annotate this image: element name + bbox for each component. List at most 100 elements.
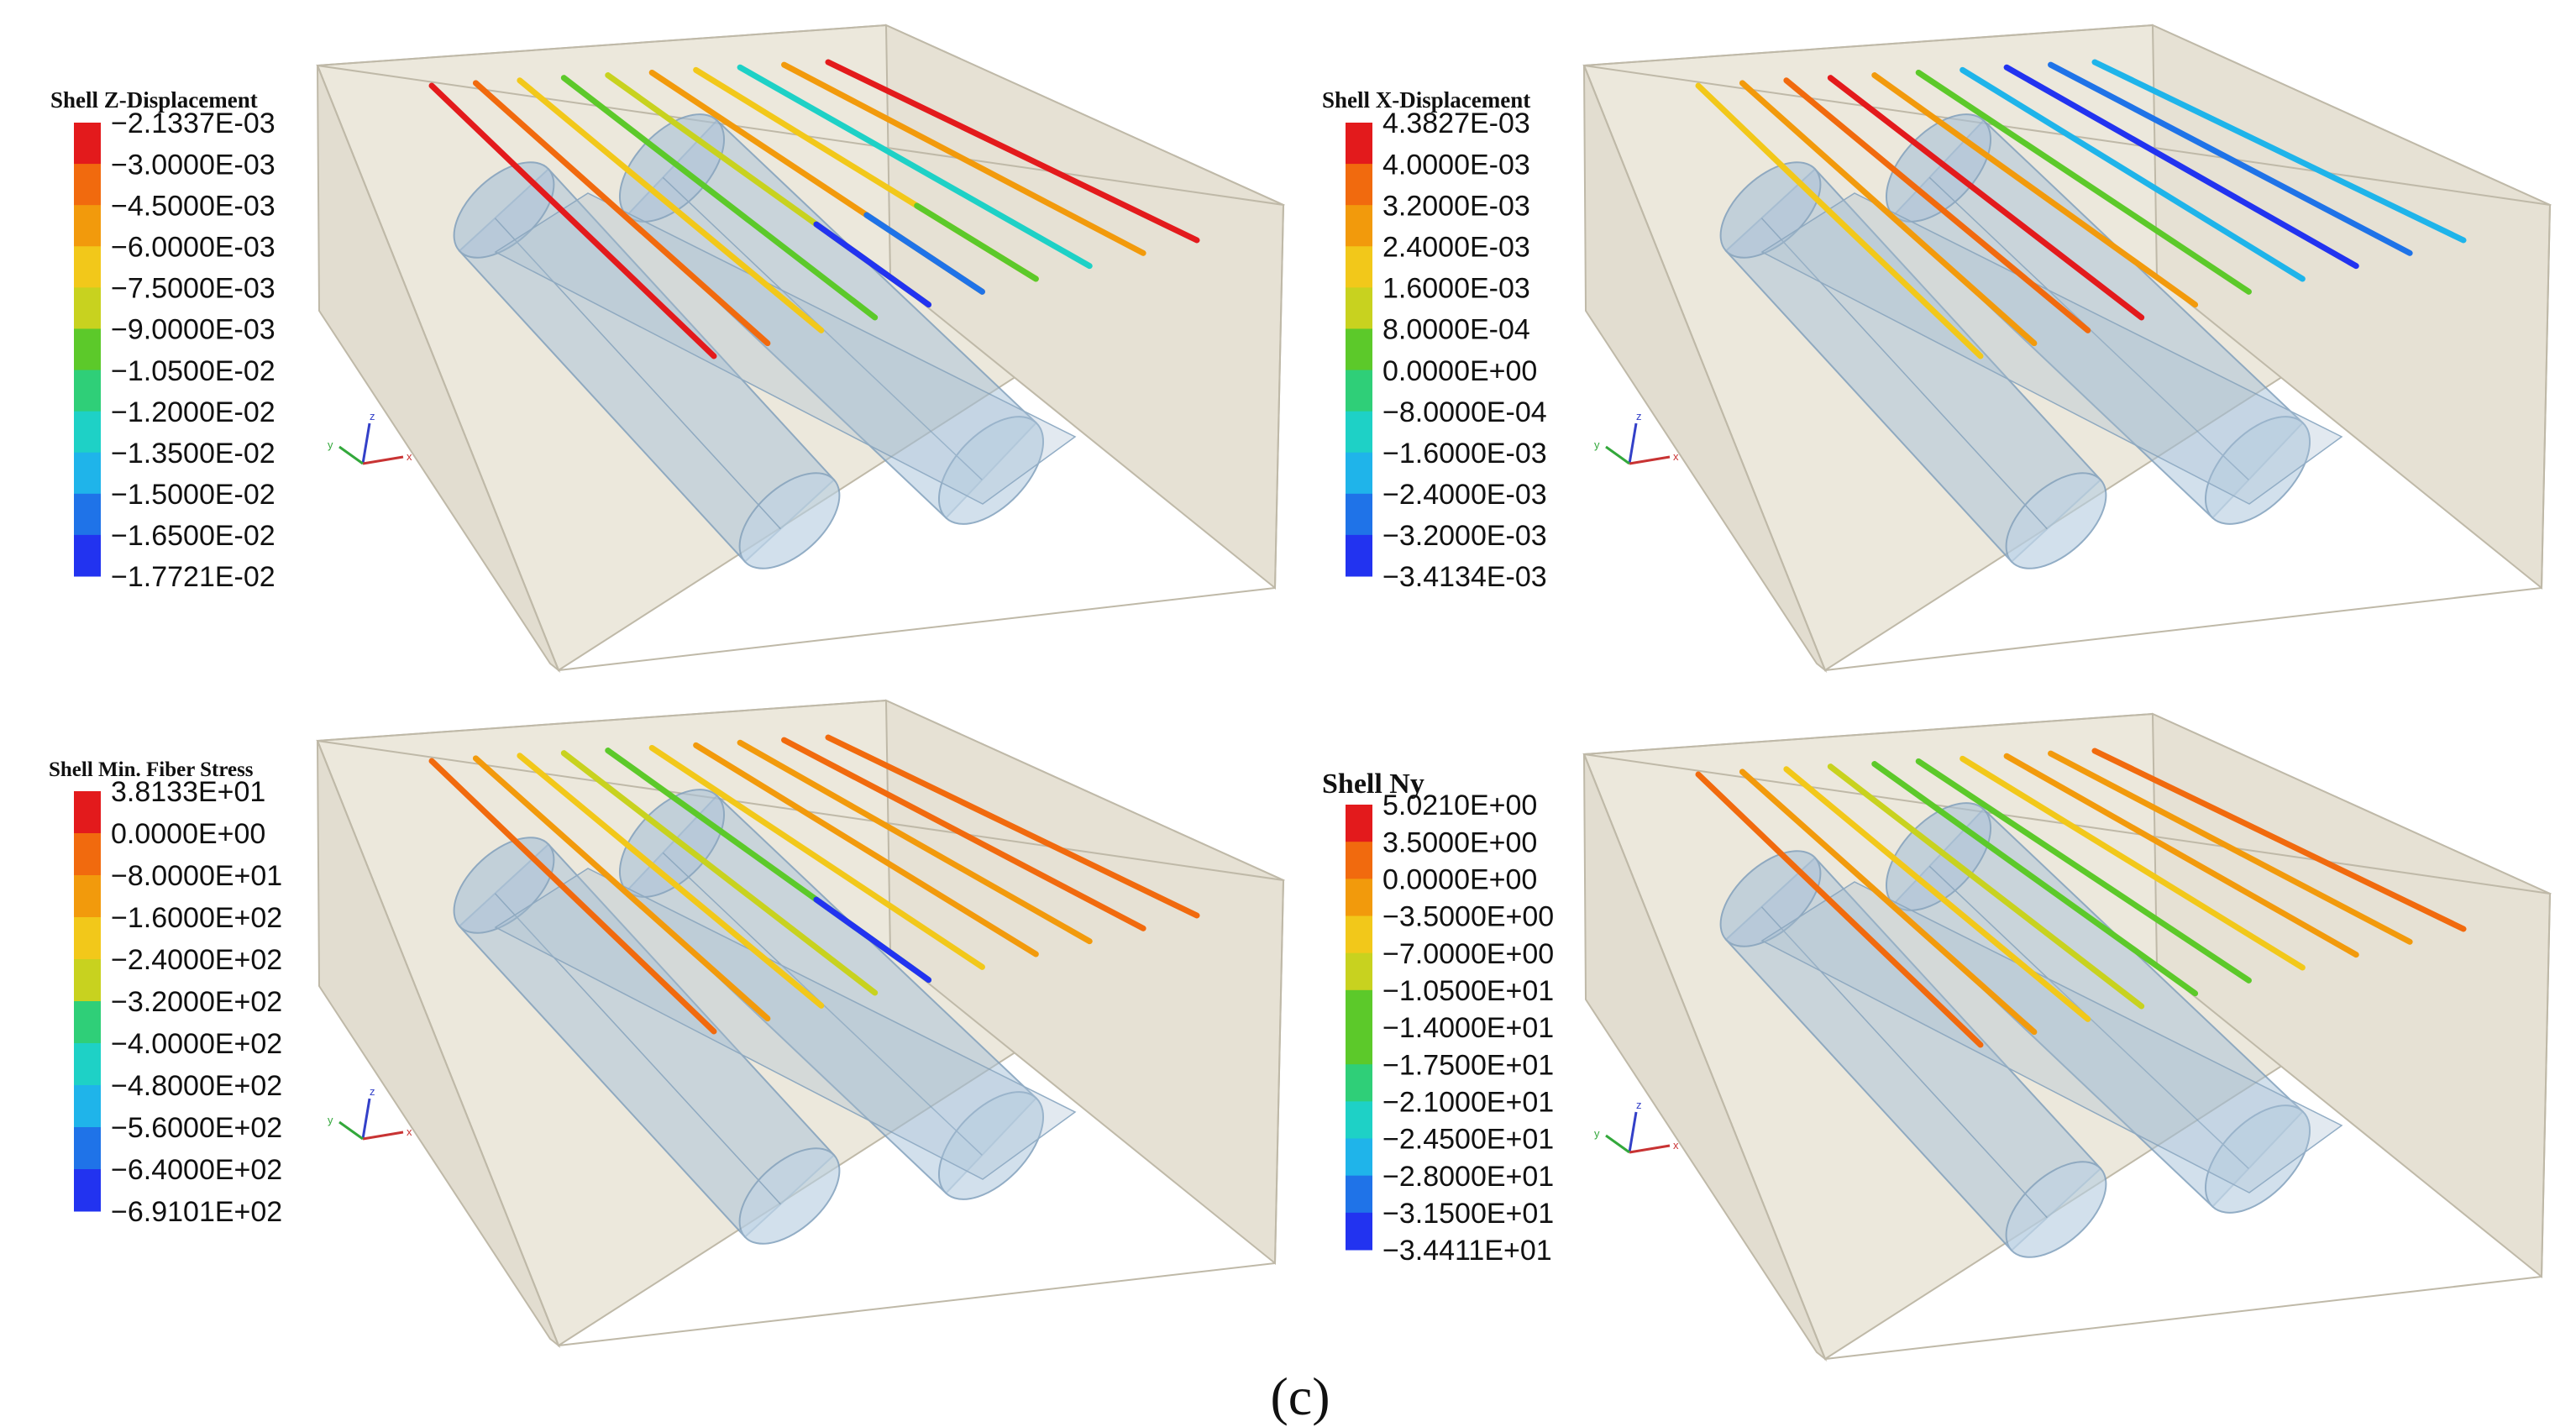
y-axis-label: y (328, 438, 333, 451)
colorbar-band (74, 1043, 101, 1086)
legend-tick-label: −2.4000E-03 (1382, 479, 1547, 511)
colorbar-band (1346, 494, 1372, 536)
colorbar-band (1346, 1139, 1372, 1177)
y-axis-label: y (1594, 438, 1600, 451)
colorbar-band (1346, 328, 1372, 370)
colorbar-band (1346, 287, 1372, 329)
z-axis-icon (1629, 1112, 1636, 1152)
colorbar-band (74, 959, 101, 1002)
y-axis-label: y (1594, 1127, 1600, 1140)
x-axis-icon (363, 1132, 403, 1139)
z-axis-icon (1629, 423, 1636, 464)
colorbar-band (74, 246, 101, 288)
colorbar-band (1346, 1176, 1372, 1214)
legend-tick-label: 4.0000E-03 (1382, 149, 1530, 181)
colorbar-band (74, 791, 101, 834)
legend-tick-label: 5.0210E+00 (1382, 790, 1537, 821)
colorbar-band (74, 370, 101, 412)
legend-tick-label: −3.0000E-03 (111, 149, 275, 181)
legend-tick-label: −3.5000E+00 (1382, 901, 1554, 933)
legend-tick-label: 2.4000E-03 (1382, 232, 1530, 264)
legend-tick-label: −4.0000E+02 (111, 1028, 282, 1060)
colorbar-band (1346, 1101, 1372, 1139)
legend-tick-label: −1.7500E+01 (1382, 1049, 1554, 1081)
colorbar-band (74, 412, 101, 454)
legend-tick-label: 0.0000E+00 (1382, 864, 1537, 896)
x-axis-label: x (1673, 1139, 1679, 1152)
legend-tick-label: 3.5000E+00 (1382, 826, 1537, 858)
colorbar-band (1346, 412, 1372, 454)
colorbar-band (74, 453, 101, 495)
legend-tick-label: −3.4411E+01 (1382, 1235, 1552, 1267)
legend-tick-label: −2.1000E+01 (1382, 1087, 1554, 1119)
panel-min-fiber-stress: zxy (317, 700, 1283, 1346)
legend-tick-label: −3.1500E+01 (1382, 1198, 1554, 1230)
colorbar-band (74, 287, 101, 329)
colorbar-band (1346, 246, 1372, 288)
colorbar-band (74, 164, 101, 206)
legend-tick-label: −5.6000E+02 (111, 1112, 282, 1144)
legend-tick-label: −2.4000E+02 (111, 944, 282, 976)
x-axis-label: x (1673, 450, 1679, 463)
colorbar-band (74, 1001, 101, 1044)
panel-x-displacement: z x y (1584, 25, 2550, 670)
colorbar-band (74, 917, 101, 960)
colorbar-band (1346, 164, 1372, 206)
legend-tick-label: −1.0500E-02 (111, 355, 275, 387)
legend-tick-label: 3.2000E-03 (1382, 190, 1530, 222)
legend-tick-label: −7.0000E+00 (1382, 938, 1554, 970)
colorbar-band (1346, 205, 1372, 247)
z-axis-label: z (370, 410, 375, 422)
colorbar-band (1346, 990, 1372, 1028)
y-axis-icon (1606, 447, 1629, 464)
figure-label: (c) (1270, 1367, 1330, 1426)
legend-tick-label: −2.4500E+01 (1382, 1124, 1554, 1156)
colorbar-band (74, 833, 101, 876)
legend-tick-label: −1.6000E-03 (1382, 438, 1547, 470)
legend-tick-label: −3.2000E-03 (1382, 520, 1547, 552)
legend-tick-label: −3.4134E-03 (1382, 561, 1547, 593)
z-axis-label: z (370, 1085, 375, 1098)
legend-tick-label: −2.8000E+01 (1382, 1161, 1554, 1193)
x-axis-label: x (407, 1125, 412, 1138)
colorbar-band (1346, 953, 1372, 991)
colorbar-band (1346, 535, 1372, 577)
colorbar-band (74, 535, 101, 577)
legend-tick-label: 8.0000E-04 (1382, 314, 1530, 346)
y-axis-icon (339, 1122, 363, 1139)
legend-tick-label: −4.8000E+02 (111, 1070, 282, 1102)
colorbar-band (1346, 453, 1372, 495)
legend-tick-label: −3.2000E+02 (111, 986, 282, 1018)
legend-tick-label: −6.4000E+02 (111, 1154, 282, 1186)
legend-tick-label: −4.5000E-03 (111, 190, 275, 222)
x-axis-label: x (407, 450, 412, 463)
legend-tick-label: −8.0000E+01 (111, 860, 282, 892)
legend-tick-label: 4.3827E-03 (1382, 108, 1530, 139)
legend-tick-label: 1.6000E-03 (1382, 273, 1530, 305)
legend-tick-label: −1.3500E-02 (111, 438, 275, 470)
panels-group: z x y Shell Z-Displacement−2.1337E-03−3.000… (49, 25, 2550, 1359)
legend-tick-label: −2.1337E-03 (111, 108, 275, 139)
legend-z-displacement: Shell Z-Displacement−2.1337E-03 −3.0000E-… (50, 87, 275, 593)
z-axis-label: z (1636, 410, 1642, 422)
legend-tick-label: −7.5000E-03 (111, 273, 275, 305)
legend-tick-label: −1.6000E+02 (111, 902, 282, 934)
legend-tick-label: −1.5000E-02 (111, 479, 275, 511)
legend-tick-label: −1.4000E+01 (1382, 1012, 1554, 1044)
legend-tick-label: −1.0500E+01 (1382, 975, 1554, 1007)
colorbar-band (1346, 1213, 1372, 1251)
colorbar-band (74, 328, 101, 370)
legend-tick-label: 0.0000E+00 (111, 818, 265, 850)
z-axis-icon (363, 423, 370, 464)
colorbar-band (1346, 1064, 1372, 1102)
legend-ny: Shell Ny5.0210E+00 3.5000E+00 0.0000E+00 −3… (1322, 769, 1554, 1267)
z-axis-label: z (1636, 1099, 1642, 1111)
colorbar-band (74, 1127, 101, 1170)
legend-tick-label: −9.0000E-03 (111, 314, 275, 346)
legend-tick-label: −1.6500E-02 (111, 520, 275, 552)
y-axis-icon (339, 447, 363, 464)
panel-z-displacement: z x y (317, 25, 1283, 670)
colorbar-band (1346, 1027, 1372, 1065)
legend-tick-label: −6.9101E+02 (111, 1196, 282, 1228)
